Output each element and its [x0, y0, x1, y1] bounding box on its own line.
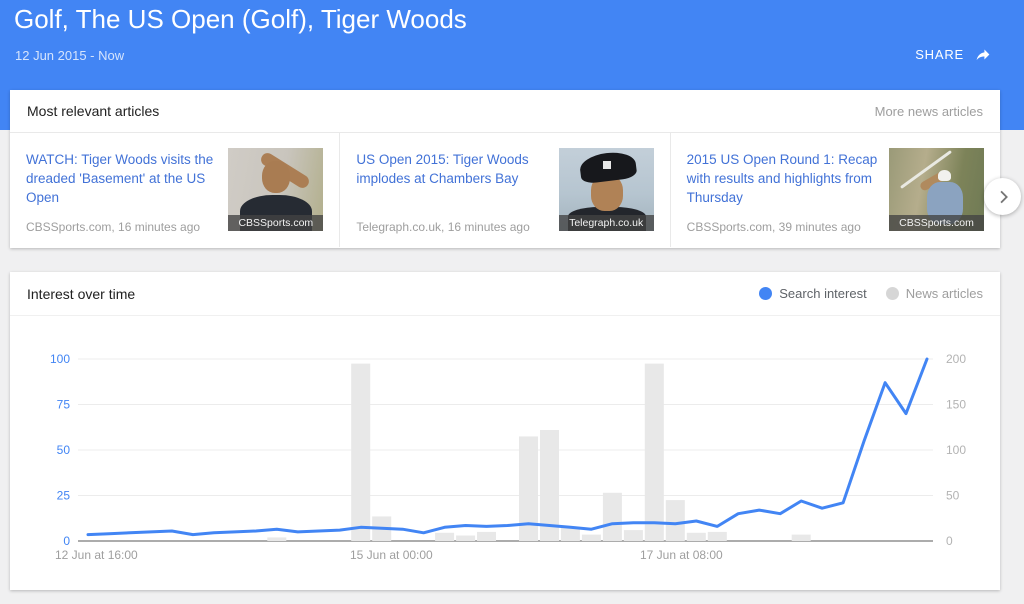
articles-card-title: Most relevant articles [27, 103, 160, 119]
date-range: 12 Jun 2015 - Now [15, 48, 125, 63]
svg-text:25: 25 [57, 489, 71, 503]
thumbnail-figure [937, 170, 951, 181]
share-button-label: SHARE [915, 47, 964, 62]
chart-legend: Search interest News articles [759, 286, 983, 301]
article-source: CBSSports.com, 16 minutes ago [26, 220, 201, 234]
svg-text:50: 50 [946, 489, 960, 503]
legend-label: News articles [905, 286, 983, 301]
legend-dot-gray [885, 287, 899, 300]
legend-label: Search interest [779, 286, 867, 301]
share-icon [973, 46, 993, 63]
article-item: 2015 US Open Round 1: Recap with results… [669, 133, 1000, 247]
chart-canvas[interactable]: 0 25 50 75 100 0 50 100 150 200 12 Jun at 16:00 15 … [10, 316, 1000, 590]
legend-dot-blue [759, 287, 773, 300]
svg-text:150: 150 [946, 398, 966, 412]
article-title-link[interactable]: WATCH: Tiger Woods visits the dreaded 'B… [26, 152, 214, 205]
svg-text:15 Jun at 00:00: 15 Jun at 00:00 [350, 548, 433, 562]
svg-text:75: 75 [57, 398, 71, 412]
thumbnail-figure [262, 161, 291, 193]
more-news-articles-link[interactable]: More news articles [874, 103, 983, 119]
legend-item-search-interest[interactable]: Search interest [759, 286, 867, 301]
thumbnail-caption: CBSSports.com [228, 215, 324, 231]
chevron-right-icon [992, 186, 1014, 208]
most-relevant-articles-card: Most relevant articles More news article… [10, 90, 1000, 248]
svg-text:100: 100 [946, 443, 966, 457]
svg-text:100: 100 [50, 352, 70, 366]
chart-title: Interest over time [27, 285, 136, 302]
page-title: Golf, The US Open (Golf), Tiger Woods [14, 4, 467, 34]
svg-text:0: 0 [63, 534, 70, 548]
svg-text:17 Jun at 08:00: 17 Jun at 08:00 [640, 548, 723, 562]
thumbnail-caption: CBSSports.com [888, 215, 984, 231]
interest-over-time-card: Interest over time Search interest News … [10, 272, 1000, 590]
article-thumbnail[interactable]: CBSSports.com [888, 148, 984, 231]
svg-text:0: 0 [946, 534, 953, 548]
svg-text:12 Jun at 16:00: 12 Jun at 16:00 [55, 548, 138, 562]
svg-text:50: 50 [57, 443, 71, 457]
article-source: Telegraph.co.uk, 16 minutes ago [356, 220, 530, 234]
article-thumbnail[interactable]: CBSSports.com [228, 148, 324, 231]
article-thumbnail[interactable]: Telegraph.co.uk [558, 148, 654, 231]
svg-text:200: 200 [946, 352, 966, 366]
article-title-link[interactable]: 2015 US Open Round 1: Recap with results… [686, 152, 878, 205]
article-title-link[interactable]: US Open 2015: Tiger Woods implodes at Ch… [356, 152, 529, 186]
thumbnail-caption: Telegraph.co.uk [558, 215, 654, 231]
thumbnail-figure [602, 161, 611, 169]
article-item: WATCH: Tiger Woods visits the dreaded 'B… [10, 133, 339, 247]
article-source: CBSSports.com, 39 minutes ago [686, 220, 861, 234]
article-item: US Open 2015: Tiger Woods implodes at Ch… [339, 133, 669, 247]
next-articles-button[interactable] [984, 178, 1021, 215]
share-button[interactable]: SHARE [915, 46, 993, 63]
articles-row: WATCH: Tiger Woods visits the dreaded 'B… [10, 133, 1000, 247]
legend-item-news-articles[interactable]: News articles [885, 286, 983, 301]
